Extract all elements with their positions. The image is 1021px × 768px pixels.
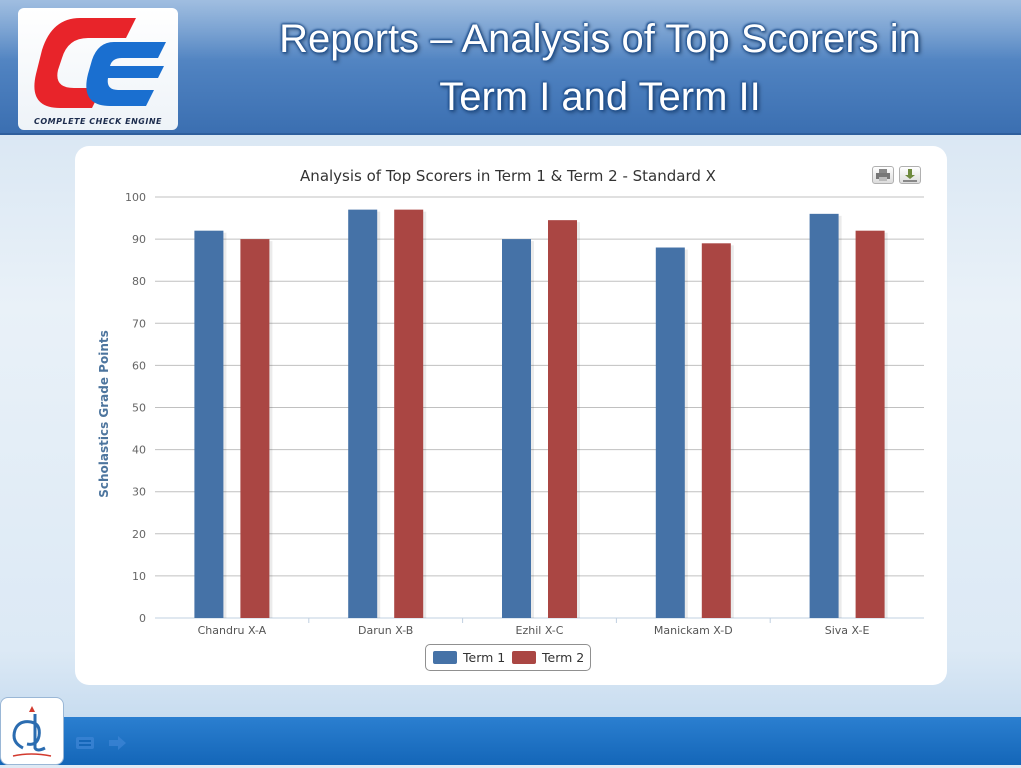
- y-tick-labels: 0 10 20 30 40 50 60 70 80 90 100: [125, 191, 146, 625]
- x-tick-label: Manickam X-D: [654, 624, 733, 637]
- logo-caption: COMPLETE CHECK ENGINE: [33, 117, 162, 126]
- slide-title-line-1: Reports – Analysis of Top Scorers in: [279, 17, 921, 61]
- menu-button[interactable]: [75, 735, 95, 751]
- menu-icon: [76, 737, 94, 749]
- legend-label-term-1: Term 1: [463, 650, 506, 665]
- bars: [194, 209, 888, 618]
- bar-term-2[interactable]: [701, 243, 731, 618]
- footer-bar: [0, 717, 1021, 765]
- slide-header: COMPLETE CHECK ENGINE Reports – Analysis…: [0, 0, 1021, 135]
- y-tick-label: 100: [125, 191, 146, 204]
- y-axis-label: Scholastics Grade Points: [97, 330, 111, 498]
- slide-title-line-2: Term I and Term II: [439, 75, 761, 119]
- legend-swatch-term-2: [512, 651, 536, 664]
- x-tick-label: Chandru X-A: [198, 624, 267, 637]
- y-tick-label: 70: [132, 317, 146, 330]
- x-tick-label: Ezhil X-C: [516, 624, 564, 637]
- arrow-right-icon: [109, 736, 126, 750]
- y-tick-label: 60: [132, 359, 146, 372]
- bar-term-1[interactable]: [502, 239, 531, 618]
- footer-logo: [0, 697, 64, 765]
- next-slide-button[interactable]: [107, 735, 127, 751]
- cce-logo-mark: [34, 18, 166, 108]
- chart-title: Analysis of Top Scorers in Term 1 & Term…: [300, 167, 716, 185]
- download-icon: [903, 169, 917, 182]
- y-tick-label: 20: [132, 528, 146, 541]
- y-tick-label: 50: [132, 402, 146, 415]
- y-tick-label: 10: [132, 570, 146, 583]
- bar-chart: Analysis of Top Scorers in Term 1 & Term…: [97, 167, 924, 637]
- print-icon: [876, 169, 890, 181]
- y-tick-label: 30: [132, 486, 146, 499]
- legend-swatch-term-1: [433, 651, 457, 664]
- bar-term-2[interactable]: [394, 209, 424, 618]
- cce-logo: COMPLETE CHECK ENGINE: [18, 8, 178, 130]
- y-tick-label: 40: [132, 444, 146, 457]
- bar-term-1[interactable]: [655, 247, 685, 618]
- x-tick-label: Darun X-B: [358, 624, 413, 637]
- school-logo-icon: [12, 706, 52, 757]
- grid-lines: [155, 196, 924, 623]
- y-tick-label: 80: [132, 275, 146, 288]
- chart-card: Analysis of Top Scorers in Term 1 & Term…: [75, 146, 947, 685]
- print-button[interactable]: [872, 166, 894, 184]
- chart-legend: Term 1 Term 2: [425, 644, 591, 671]
- x-tick-label: Siva X-E: [825, 624, 870, 637]
- y-tick-label: 0: [139, 612, 146, 625]
- y-tick-label: 90: [132, 233, 146, 246]
- bar-term-2[interactable]: [855, 230, 885, 618]
- bar-term-1[interactable]: [348, 209, 378, 618]
- slide-title: Reports – Analysis of Top Scorers in Ter…: [200, 10, 1000, 126]
- bar-term-2[interactable]: [548, 220, 577, 618]
- bar-term-1[interactable]: [194, 230, 224, 618]
- download-button[interactable]: [899, 166, 921, 184]
- x-tick-labels: Chandru X-A Darun X-B Ezhil X-C Manickam X-…: [198, 624, 870, 637]
- legend-label-term-2: Term 2: [542, 650, 585, 665]
- bar-term-2[interactable]: [240, 239, 270, 618]
- bar-term-1[interactable]: [809, 213, 839, 618]
